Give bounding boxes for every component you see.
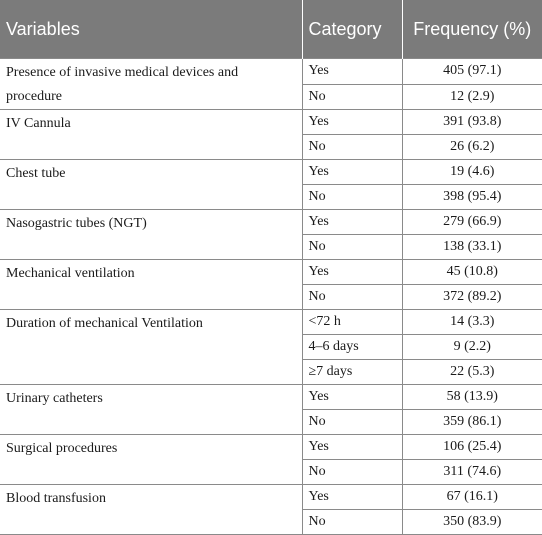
category-cell: No [302,509,403,535]
frequency-cell: 14 (3.3) [401,309,542,335]
header-row: Variables Category Frequency (%) [0,0,542,59]
category-cell: Yes [301,259,403,285]
category-cell: Yes [301,58,403,85]
header-variables: Variables [0,0,303,59]
variable-cell: Urinary catheters [0,384,303,435]
frequency-cell: 279 (66.9) [401,209,542,235]
category-cell: Yes [301,484,403,510]
category-cell: No [302,134,403,160]
category-cell: Yes [301,159,403,185]
table-body: Presence of invasive medical devices and… [0,58,542,535]
table-row: ≥7 days 22 (5.3) [0,359,542,385]
category-cell: No [302,83,403,110]
variable-cell: Presence of invasive medical devices and… [0,58,303,110]
category-cell: <72 h [301,309,403,335]
category-cell: No [302,184,403,210]
category-cell: Yes [301,434,403,460]
variable-cell: Mechanical ventilation [0,259,303,310]
frequency-cell: 398 (95.4) [401,184,542,210]
frequency-cell: 138 (33.1) [401,234,542,260]
frequency-cell: 311 (74.6) [401,459,542,485]
category-cell: No [302,409,403,435]
variable-cell: Nasogastric tubes (NGT) [0,209,303,260]
table-row: No 372 (89.2) [0,284,542,310]
frequency-cell: 22 (5.3) [401,359,542,385]
category-cell: No [302,234,403,260]
frequency-cell: 405 (97.1) [401,58,542,85]
category-cell: Yes [301,109,403,135]
frequency-cell: 350 (83.9) [401,509,542,535]
variable-cell: Duration of mechanical Ventilation [0,309,303,385]
frequency-cell: 19 (4.6) [401,159,542,185]
table-row: No 12 (2.9) [0,83,542,110]
category-cell: Yes [301,209,403,235]
table-row: Presence of invasive medical devices and… [0,58,542,110]
variable-cell: IV Cannula [0,109,303,160]
table-header: Variables Category Frequency (%) [0,0,542,59]
frequency-cell: 391 (93.8) [401,109,542,135]
frequency-cell: 12 (2.9) [401,83,542,110]
table-row: Blood transfusion Yes 67 (16.1) [0,484,542,535]
frequency-cell: 45 (10.8) [401,259,542,285]
header-frequency: Frequency (%) [402,0,542,59]
table-row: No 138 (33.1) [0,234,542,260]
frequency-cell: 372 (89.2) [401,284,542,310]
variable-cell: Blood transfusion [0,484,303,535]
table-row: IV Cannula Yes 391 (93.8) [0,109,542,160]
frequency-cell: 359 (86.1) [401,409,542,435]
table-row: No 311 (74.6) [0,459,542,485]
table-row: Chest tube Yes 19 (4.6) [0,159,542,210]
category-cell: No [302,459,403,485]
frequency-cell: 106 (25.4) [401,434,542,460]
category-cell: Yes [301,384,403,410]
table-row: Urinary catheters Yes 58 (13.9) [0,384,542,435]
table-row: 4–6 days 9 (2.2) [0,334,542,360]
table-row: Mechanical ventilation Yes 45 (10.8) [0,259,542,310]
category-cell: ≥7 days [302,359,403,385]
frequency-cell: 26 (6.2) [401,134,542,160]
table-row: No 359 (86.1) [0,409,542,435]
table-row: Nasogastric tubes (NGT) Yes 279 (66.9) [0,209,542,260]
table-row: Surgical procedures Yes 106 (25.4) [0,434,542,485]
variable-cell: Surgical procedures [0,434,303,485]
frequency-cell: 58 (13.9) [401,384,542,410]
frequency-cell: 67 (16.1) [401,484,542,510]
frequency-cell: 9 (2.2) [401,334,542,360]
variable-cell: Chest tube [0,159,303,210]
category-cell: 4–6 days [302,334,403,360]
header-category: Category [302,0,403,59]
category-cell: No [302,284,403,310]
